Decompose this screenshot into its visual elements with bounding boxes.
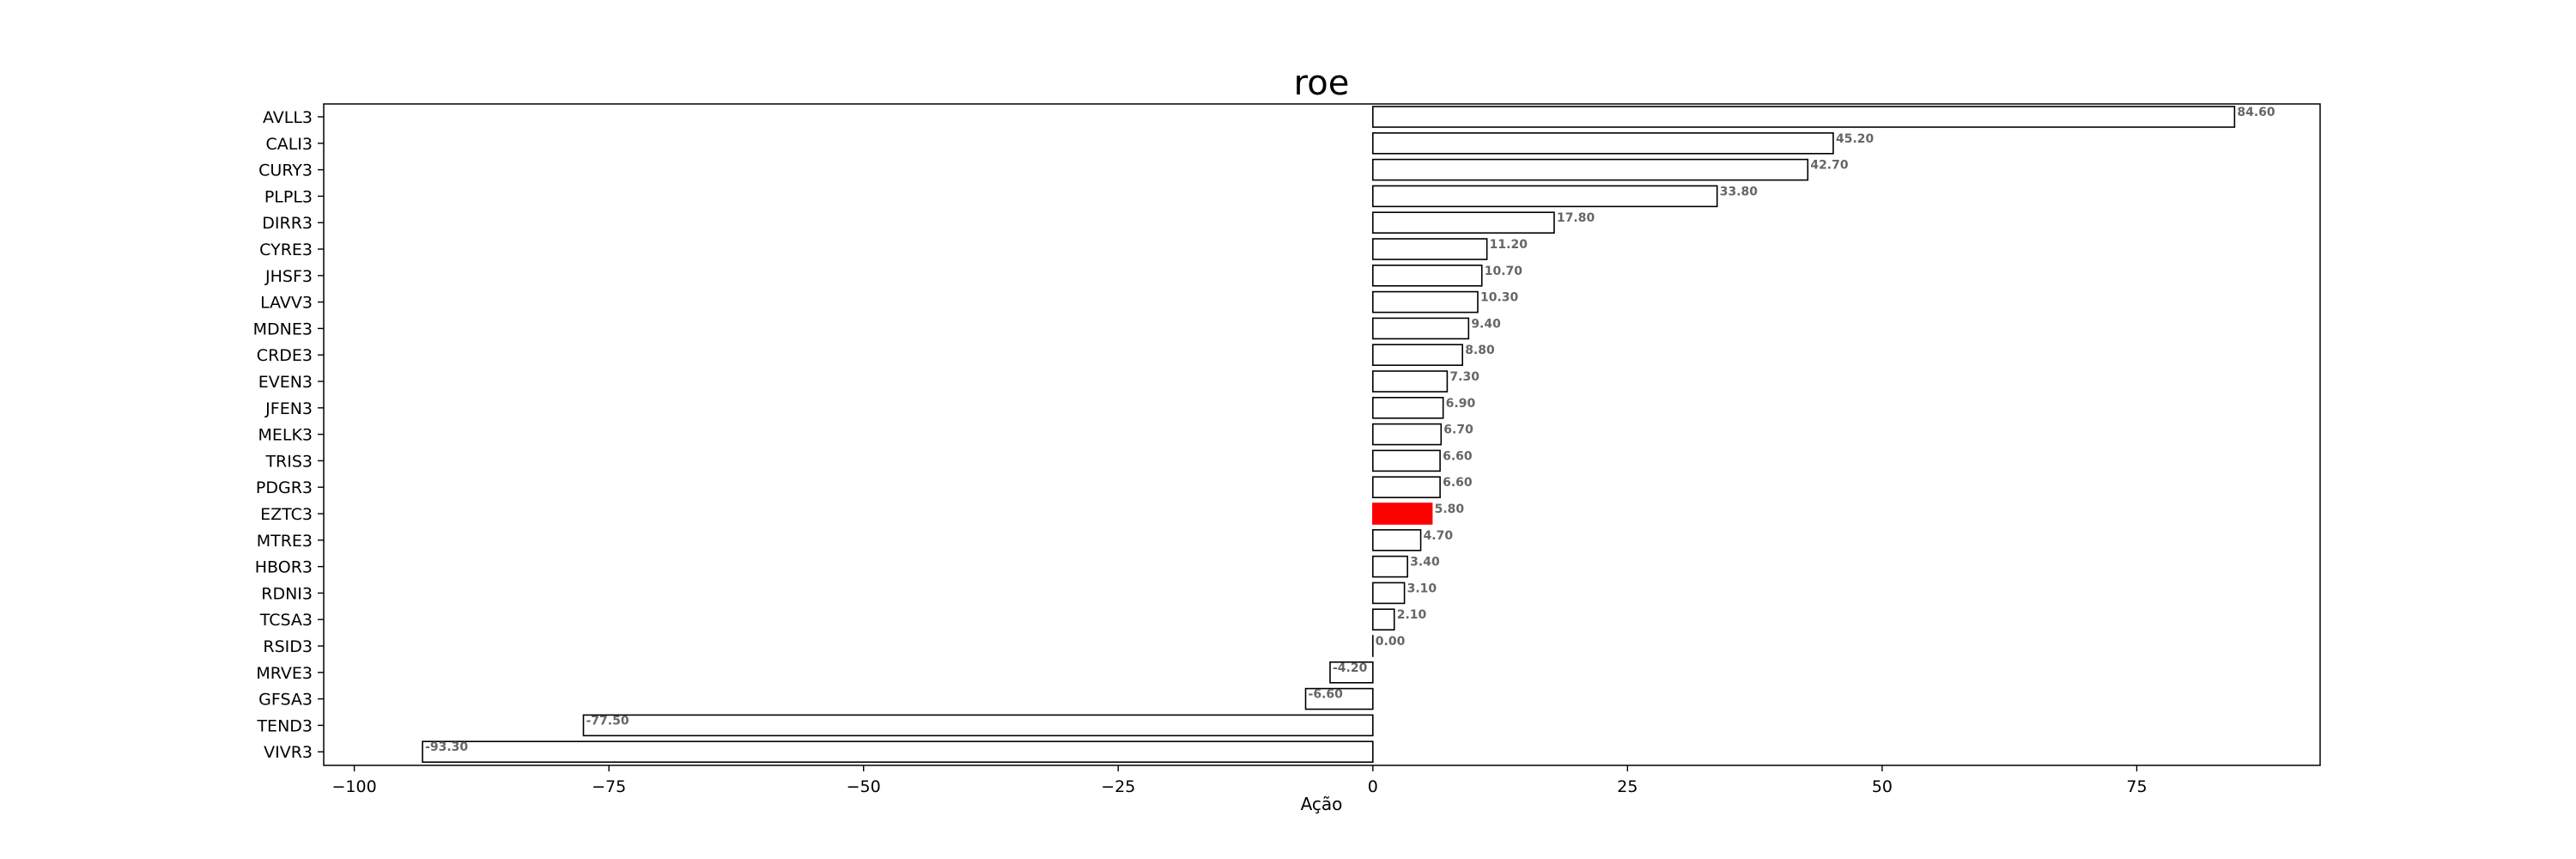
bar-gfsa3 (1304, 687, 1374, 710)
data-label-eztc3: 5.80 (1435, 503, 1465, 516)
bar-even3 (1372, 370, 1449, 393)
data-label-gfsa3: -6.60 (1309, 688, 1344, 702)
y-tick-label-avll3: AVLL3 (263, 108, 313, 127)
x-tick-label: 50 (1872, 777, 1893, 796)
data-label-rsid3: 0.00 (1376, 635, 1406, 649)
y-tick-label-cali3: CALI3 (265, 135, 313, 154)
y-tick-label-melk3: MELK3 (258, 426, 313, 445)
bar-vivr3 (422, 740, 1374, 764)
bar-avll3 (1372, 106, 2236, 128)
x-tick-label: −100 (331, 777, 376, 796)
y-axis: AVLL3 CALI3 CURY3 PLPL3 DIRR3 CYRE3 JHSF3 LAVV3… (253, 108, 324, 762)
data-label-jhsf3: 10.70 (1485, 265, 1523, 278)
data-label-tend3: -77.50 (586, 714, 629, 728)
data-label-cyre3: 11.20 (1490, 238, 1528, 252)
bar-cury3 (1372, 158, 1809, 181)
bar-cali3 (1372, 132, 1834, 155)
x-tick-label: 75 (2126, 777, 2147, 796)
bar-hbor3 (1372, 555, 1408, 578)
y-tick-label-cury3: CURY3 (258, 161, 313, 180)
data-label-lavv3: 10.30 (1480, 291, 1519, 305)
x-tick-label: −25 (1101, 777, 1135, 796)
x-axis-label: Ação (1301, 794, 1343, 814)
data-label-even3: 7.30 (1449, 370, 1479, 384)
y-tick-label-tend3: TEND3 (256, 716, 313, 735)
x-axis: −100 −75 −50 −25 0 25 50 75 (331, 765, 2148, 796)
data-label-crde3: 8.80 (1465, 344, 1495, 357)
x-tick-label: −50 (847, 777, 881, 796)
x-tick-label: 25 (1617, 777, 1637, 796)
y-tick-label-mdne3: MDNE3 (253, 320, 313, 338)
y-tick-label-rdni3: RDNI3 (261, 584, 313, 603)
data-label-tris3: 6.60 (1443, 449, 1473, 463)
bar-jhsf3 (1372, 264, 1483, 287)
y-tick-label-jfen3: JFEN3 (264, 399, 313, 418)
y-tick-label-jhsf3: JHSF3 (264, 267, 313, 286)
y-tick-label-rsid3: RSID3 (263, 637, 313, 656)
bar-melk3 (1372, 423, 1443, 446)
y-tick-label-mrve3: MRVE3 (256, 664, 313, 683)
y-tick-label-tcsa3: TCSA3 (259, 611, 313, 630)
bar-mtre3 (1372, 528, 1422, 551)
bar-dirr3 (1372, 211, 1555, 234)
bar-rdni3 (1372, 582, 1406, 605)
x-tick-label: 0 (1368, 777, 1378, 796)
y-tick-label-even3: EVEN3 (258, 373, 313, 392)
data-label-cury3: 42.70 (1810, 159, 1849, 173)
data-label-mdne3: 9.40 (1471, 317, 1501, 331)
bar-tris3 (1372, 449, 1441, 472)
y-tick-label-crde3: CRDE3 (257, 346, 313, 365)
plot-frame (323, 103, 2321, 766)
bar-plpl3 (1372, 185, 1718, 208)
x-tick-label: −75 (592, 777, 626, 796)
y-tick-label-hbor3: HBOR3 (255, 558, 313, 577)
data-label-avll3: 84.60 (2237, 106, 2275, 119)
data-label-plpl3: 33.80 (1720, 185, 1759, 198)
y-tick-label-eztc3: EZTC3 (260, 505, 313, 524)
data-label-melk3: 6.70 (1443, 423, 1473, 437)
data-label-tcsa3: 2.10 (1397, 608, 1427, 622)
bar-pdgr3 (1372, 476, 1441, 499)
data-label-cali3: 45.20 (1836, 132, 1874, 146)
bar-mdne3 (1372, 317, 1470, 340)
y-tick-label-mtre3: MTRE3 (257, 532, 313, 551)
data-label-rdni3: 3.10 (1407, 582, 1437, 595)
data-label-pdgr3: 6.60 (1443, 476, 1473, 490)
y-tick-label-gfsa3: GFSA3 (258, 691, 313, 710)
y-tick-label-vivr3: VIVR3 (264, 743, 313, 762)
y-tick-label-plpl3: PLPL3 (264, 187, 313, 206)
data-label-dirr3: 17.80 (1557, 211, 1595, 225)
y-tick-label-pdgr3: PDGR3 (256, 478, 313, 497)
y-tick-label-tris3: TRIS3 (264, 452, 313, 471)
bars-layer: 84.60 45.20 42.70 33.80 17.80 11.20 10.70 10.30… (422, 106, 2275, 764)
bar-eztc3 (1372, 503, 1433, 525)
data-label-mrve3: -4.20 (1333, 661, 1368, 675)
y-tick-label-cyre3: CYRE3 (259, 241, 313, 259)
bar-tcsa3 (1372, 608, 1395, 631)
bar-lavv3 (1372, 290, 1479, 314)
bar-crde3 (1372, 344, 1463, 367)
data-label-mtre3: 4.70 (1424, 529, 1454, 543)
data-label-jfen3: 6.90 (1446, 397, 1476, 411)
bar-mrve3 (1329, 661, 1374, 684)
data-label-vivr3: -93.30 (425, 740, 468, 754)
bar-jfen3 (1372, 396, 1444, 419)
data-label-hbor3: 3.40 (1410, 556, 1440, 570)
y-tick-label-dirr3: DIRR3 (262, 214, 313, 233)
chart-title: roe (1294, 64, 1350, 103)
y-tick-label-lavv3: LAVV3 (260, 294, 313, 313)
bar-cyre3 (1372, 238, 1488, 260)
bar-tend3 (582, 714, 1374, 737)
